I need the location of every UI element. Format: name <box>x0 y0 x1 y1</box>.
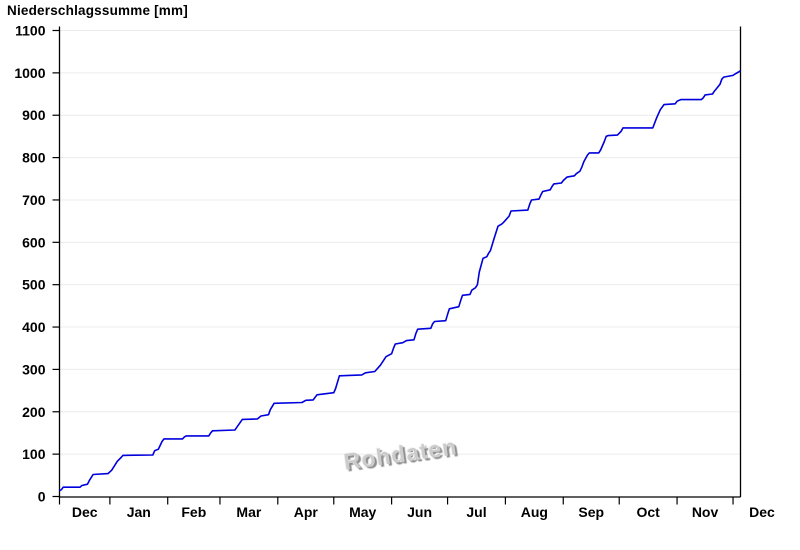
chart-title: Niederschlagssumme [mm] <box>7 3 188 18</box>
x-month-label: Feb <box>181 504 206 520</box>
x-month-label: Apr <box>294 504 319 520</box>
x-month-label: May <box>349 504 376 520</box>
x-month-label: Nov <box>692 504 719 520</box>
y-tick-label: 500 <box>22 277 46 293</box>
y-tick-label: 900 <box>22 107 46 123</box>
y-tick-label: 600 <box>22 234 46 250</box>
x-month-label: Dec <box>749 504 775 520</box>
x-month-label: Sep <box>578 504 604 520</box>
x-month-label: Jun <box>407 504 432 520</box>
x-month-label: Aug <box>521 504 548 520</box>
y-tick-label: 1100 <box>15 23 46 39</box>
x-month-label: Jul <box>466 504 486 520</box>
x-month-label: Dec <box>72 504 98 520</box>
y-tick-label: 400 <box>22 319 46 335</box>
x-month-label: Jan <box>127 504 151 520</box>
x-month-label: Mar <box>236 504 261 520</box>
y-tick-label: 100 <box>22 446 46 462</box>
y-tick-label: 300 <box>22 361 46 377</box>
x-month-label: Oct <box>636 504 660 520</box>
y-tick-label: 700 <box>22 192 46 208</box>
y-tick-label: 1000 <box>14 65 45 81</box>
y-tick-label: 0 <box>38 489 46 505</box>
y-tick-label: 800 <box>22 150 46 166</box>
precipitation-curve <box>59 70 741 492</box>
y-tick-label: 200 <box>22 404 46 420</box>
